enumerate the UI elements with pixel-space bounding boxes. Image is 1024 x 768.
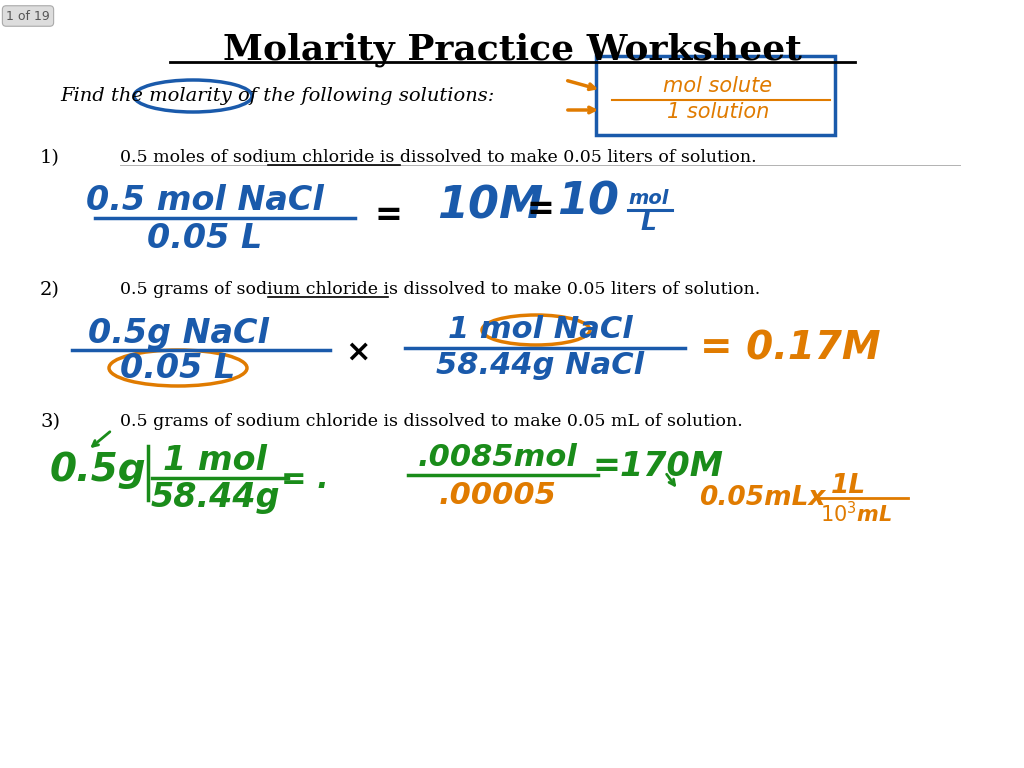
Text: =: = [374, 200, 402, 233]
Text: Find the molarity of the following solutions:: Find the molarity of the following solut… [60, 87, 495, 105]
Text: ×: × [345, 337, 371, 366]
Text: 0.5 grams of sodium chloride is dissolved to make 0.05 mL of solution.: 0.5 grams of sodium chloride is dissolve… [120, 413, 742, 431]
Text: 0.5g: 0.5g [50, 451, 146, 489]
Text: 0.05 L: 0.05 L [121, 352, 236, 385]
Text: 1 solution: 1 solution [667, 102, 769, 122]
Text: = .: = . [282, 465, 329, 495]
Text: 0.5g NaCl: 0.5g NaCl [87, 316, 268, 349]
Text: 58.44g: 58.44g [151, 482, 280, 515]
Text: 0.05mLx: 0.05mLx [698, 485, 825, 511]
Text: 1 mol NaCl: 1 mol NaCl [447, 316, 633, 345]
Text: = 0.17M: = 0.17M [699, 329, 881, 367]
FancyBboxPatch shape [596, 56, 835, 135]
Text: 1 of 19: 1 of 19 [6, 9, 50, 22]
Text: 10M: 10M [437, 184, 543, 227]
Text: 0.5 grams of sodium chloride is dissolved to make 0.05 liters of solution.: 0.5 grams of sodium chloride is dissolve… [120, 282, 760, 299]
Text: =: = [526, 194, 554, 227]
Text: 0.05 L: 0.05 L [147, 221, 262, 254]
Text: =170M: =170M [593, 449, 724, 482]
Text: 0.5 mol NaCl: 0.5 mol NaCl [86, 184, 324, 217]
Text: 1 mol: 1 mol [163, 443, 267, 476]
Text: Molarity Practice Worksheet: Molarity Practice Worksheet [222, 33, 802, 68]
Text: mol solute: mol solute [664, 76, 772, 96]
Text: 3): 3) [40, 413, 60, 431]
Text: 1): 1) [40, 149, 59, 167]
Text: 10: 10 [557, 180, 618, 223]
Text: .0085mol: .0085mol [418, 443, 578, 472]
Text: L: L [640, 211, 656, 235]
Text: 2): 2) [40, 281, 59, 299]
Text: .00005: .00005 [439, 482, 557, 511]
Text: $10^3$mL: $10^3$mL [820, 502, 892, 527]
Text: 1L: 1L [830, 473, 865, 499]
Text: 58.44g NaCl: 58.44g NaCl [436, 352, 644, 380]
Text: 0.5 moles of sodium chloride is dissolved to make 0.05 liters of solution.: 0.5 moles of sodium chloride is dissolve… [120, 150, 757, 167]
Text: mol: mol [628, 188, 669, 207]
